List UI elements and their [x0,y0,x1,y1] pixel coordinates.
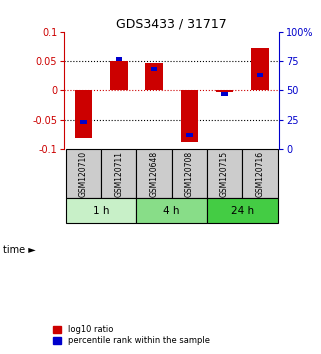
Text: time ►: time ► [3,245,36,255]
Bar [151,67,157,71]
Bar [116,57,122,61]
Text: 1 h: 1 h [93,206,109,216]
FancyBboxPatch shape [207,149,242,199]
Bar [186,133,193,137]
Bar [110,61,128,90]
Bar [180,90,198,142]
FancyBboxPatch shape [66,149,101,199]
Legend: log10 ratio, percentile rank within the sample: log10 ratio, percentile rank within the … [52,325,211,346]
Title: GDS3433 / 31717: GDS3433 / 31717 [116,18,227,31]
FancyBboxPatch shape [172,149,207,199]
Bar [75,90,92,138]
Text: GSM120710: GSM120710 [79,150,88,197]
FancyBboxPatch shape [101,149,136,199]
Bar [221,92,228,96]
FancyBboxPatch shape [136,149,172,199]
FancyBboxPatch shape [136,199,207,223]
Text: GSM120648: GSM120648 [150,150,159,197]
Bar [251,48,269,90]
Text: GSM120716: GSM120716 [256,150,265,197]
FancyBboxPatch shape [207,199,278,223]
FancyBboxPatch shape [66,199,136,223]
Bar [145,63,163,90]
Text: GSM120715: GSM120715 [220,150,229,197]
Text: GSM120711: GSM120711 [114,150,123,196]
Text: 24 h: 24 h [231,206,254,216]
Bar [216,90,233,92]
Bar [81,120,87,124]
FancyBboxPatch shape [242,149,278,199]
Text: GSM120708: GSM120708 [185,150,194,197]
Text: 4 h: 4 h [163,206,180,216]
Bar [257,73,263,77]
